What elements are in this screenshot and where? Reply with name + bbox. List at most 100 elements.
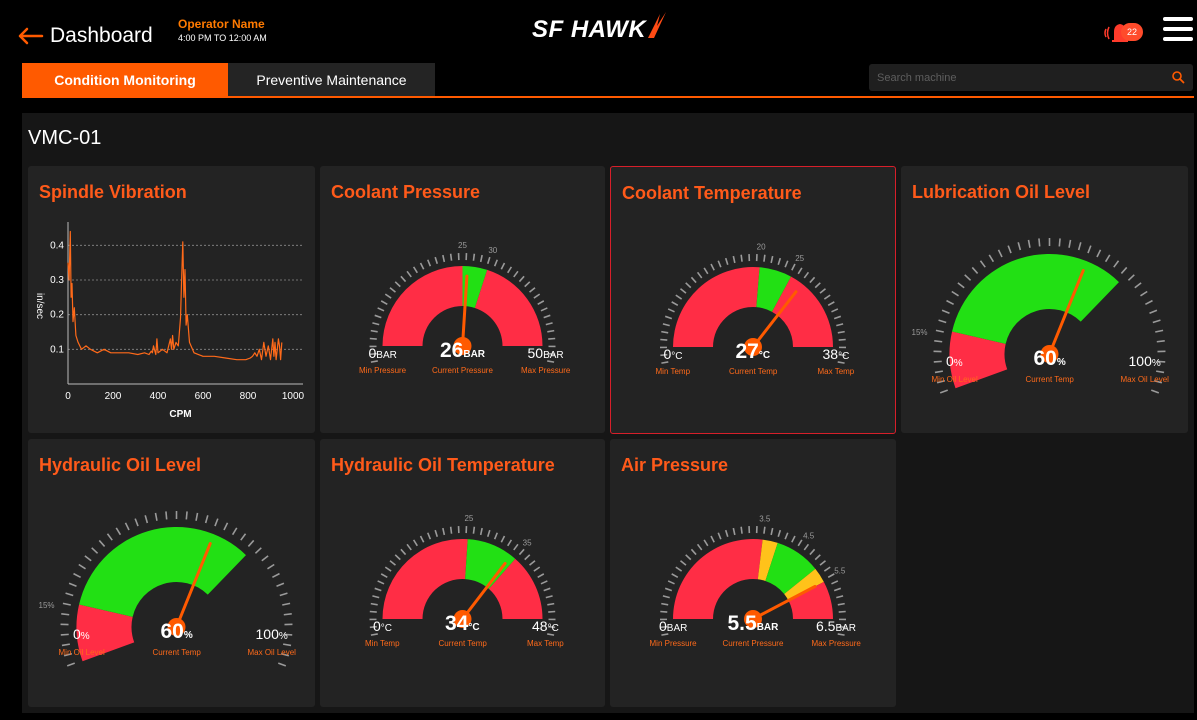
spindle-vibration-card[interactable]: Spindle Vibration 0.1 0.2 0.3 0.4 0 200 400 600…: [28, 166, 315, 433]
gauge-tick: [703, 539, 709, 547]
gauge-tick: [838, 338, 846, 341]
gauge-tick: [964, 274, 972, 281]
gauge-tick: [660, 625, 668, 629]
gauge-tick: [384, 566, 392, 572]
hydraulic-oil-temperature-card[interactable]: Hydraulic Oil Temperature 25 35 0°C 34°C 48°…: [320, 439, 605, 707]
gauge-tick: [223, 522, 229, 531]
gauge-tick: [1068, 239, 1072, 248]
gauge-tick: [394, 554, 401, 561]
gauge-tick: [449, 253, 453, 261]
search-icon[interactable]: [1171, 70, 1185, 84]
gauge-tick: [537, 573, 545, 578]
gauge-tick: [533, 566, 541, 572]
gauge-tick: [814, 282, 821, 289]
search-input[interactable]: [869, 71, 1159, 84]
gauge-tick: [946, 299, 954, 306]
coolant-pressure-card[interactable]: Coolant Pressure 25 30 0BAR 26BAR 50BAR Min P…: [320, 166, 605, 433]
chart-axes: [67, 222, 303, 385]
gauge-tick: [838, 610, 846, 613]
gauge-tick: [68, 582, 77, 587]
gauge-tick: [971, 266, 979, 274]
gauge-max-value: 50BAR: [527, 345, 564, 361]
gauge-min-value: 0°C: [663, 346, 683, 362]
gauge-tick: [442, 527, 446, 536]
gauge-tick: [280, 652, 290, 657]
gauge-tick: [400, 548, 407, 556]
gauge-zone: [382, 266, 463, 346]
gauge-tick: [545, 595, 553, 599]
gauge-tick: [935, 329, 944, 333]
gauge-tick: [372, 595, 380, 599]
hamburger-menu-button[interactable]: [1163, 17, 1193, 45]
back-label: Dashboard: [50, 24, 153, 47]
gauge-max-value: 100%: [255, 626, 288, 642]
gauge-current-label: Current Temp: [438, 639, 487, 648]
back-button[interactable]: Dashboard: [16, 22, 153, 50]
gauge-current-label: Current Pressure: [722, 639, 784, 648]
gauge-tick: [267, 563, 275, 570]
gauge-tick: [493, 259, 499, 267]
gauge-tick: [661, 361, 669, 364]
x-tick-label: 800: [240, 391, 257, 402]
gauge-tick: [1038, 238, 1041, 247]
gauge-scale-label: 20: [757, 242, 766, 251]
gauge-hub: [744, 610, 762, 628]
gauge-tick: [272, 572, 280, 579]
gauge-current-label: Current Temp: [152, 648, 201, 657]
gauge-tick: [703, 267, 709, 275]
gauge-tick: [1155, 329, 1164, 333]
gauge-scale-label: 25: [464, 514, 473, 523]
y-axis-label: in/sec: [34, 293, 45, 319]
gauge-tick: [472, 526, 476, 534]
tab-bar: Condition Monitoring Preventive Maintena…: [22, 63, 435, 96]
gauge-tick: [809, 548, 816, 556]
chart-tick-labels: 0.1 0.2 0.3 0.4 0 200 400 600 800 1000: [50, 240, 304, 402]
gauge-tick: [941, 309, 950, 314]
gauge-tick: [675, 566, 683, 572]
gauge-max-label: Max Oil Level: [1120, 375, 1169, 384]
gauge-tick: [823, 566, 831, 572]
gauge-tick: [803, 271, 810, 279]
x-tick-label: 400: [150, 391, 167, 402]
gauge-tick: [369, 352, 377, 356]
gauge-current-value: 26BAR: [440, 339, 486, 362]
gauge-current-label: Current Pressure: [432, 366, 493, 375]
lubrication-oil-level-card[interactable]: Lubrication Oil Level 15% 0% 60% 100% Min Oi…: [901, 166, 1188, 433]
gauge-tick: [664, 587, 673, 592]
gauge-tick: [1149, 309, 1158, 314]
coolant-temperature-card[interactable]: Coolant Temperature 20 25 0°C 27°C 38°C Min T…: [610, 166, 896, 434]
gauge-tick: [91, 547, 99, 554]
gauge-tick: [500, 262, 506, 270]
gauge-tick: [660, 353, 668, 357]
gauge-tick: [1153, 379, 1163, 384]
tab-preventive-maintenance[interactable]: Preventive Maintenance: [228, 63, 435, 96]
gauge-zone: [462, 266, 488, 308]
gauge-max-value: 48°C: [532, 618, 559, 634]
gauge-tick: [370, 360, 378, 363]
gauge-needle: [461, 274, 469, 348]
gauge-needle: [461, 561, 507, 621]
gauge-tick: [547, 602, 555, 606]
y-tick-label: 0.4: [50, 240, 64, 251]
gauge-tick: [696, 271, 703, 279]
gauge-tick: [419, 535, 425, 543]
gauge-zone: [788, 581, 833, 619]
menu-line: [1163, 37, 1193, 41]
gauge-hub: [167, 618, 186, 636]
hydraulic-oil-level-card[interactable]: Hydraulic Oil Level 15% 0% 60% 100% Min Oil …: [28, 439, 315, 707]
gauge-tick: [838, 625, 846, 629]
gauge-tick: [724, 257, 729, 266]
gauge-tick: [380, 573, 388, 578]
gauge-tick: [1077, 242, 1082, 251]
notifications-button[interactable]: 22: [1102, 20, 1146, 46]
gauge-max-label: Max Pressure: [811, 639, 861, 648]
gauge-current-value: 60%: [1033, 347, 1066, 370]
gauge-tick: [524, 554, 531, 561]
air-pressure-card[interactable]: Air Pressure 3.5 4.5 5.5 0BAR 5.5BAR 6.5BAR Mi…: [610, 439, 896, 707]
gauge-dial: 25 30: [369, 241, 556, 363]
tab-condition-monitoring[interactable]: Condition Monitoring: [22, 63, 228, 96]
gauge-tick: [537, 300, 545, 305]
gauge-tick: [412, 539, 418, 547]
gauge-tick: [1017, 242, 1022, 251]
gauge-tick: [261, 555, 269, 562]
